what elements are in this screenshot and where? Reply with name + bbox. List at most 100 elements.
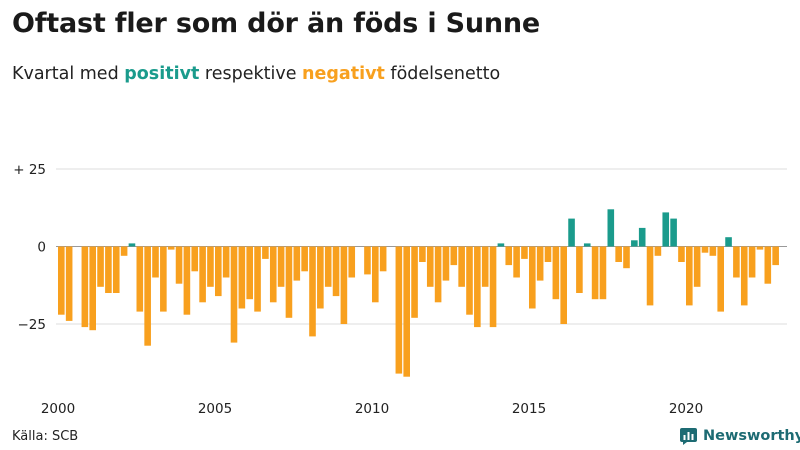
bar [317, 246, 324, 309]
newsworthy-logo-icon [680, 428, 697, 445]
chart-subtitle: Kvartal med positivt respektive negativt… [12, 64, 500, 84]
bar [301, 246, 308, 272]
bar [458, 246, 465, 287]
chart-title: Oftast fler som dör än föds i Sunne [12, 8, 540, 39]
subtitle-positive-label: positivt [124, 64, 200, 84]
bar [262, 246, 269, 259]
bar [246, 246, 253, 300]
bar [748, 246, 756, 278]
bar [591, 246, 599, 300]
subtitle-negative-label: negativt [302, 64, 385, 84]
bar [442, 246, 450, 281]
bar [466, 246, 473, 315]
bar [497, 243, 505, 247]
bar [489, 246, 497, 328]
bar [725, 237, 732, 247]
bar [434, 246, 442, 303]
bar [474, 246, 481, 328]
bar [560, 246, 567, 324]
bar [678, 246, 685, 262]
bar [395, 246, 403, 374]
bar [623, 246, 630, 269]
bar [277, 246, 285, 287]
bar [144, 246, 151, 346]
bar [772, 246, 779, 266]
bar [222, 246, 230, 278]
x-tick-label: 2020 [669, 401, 703, 417]
bar [576, 246, 583, 293]
bar [615, 246, 622, 262]
bar [426, 246, 434, 287]
bar [136, 246, 144, 312]
bar [183, 246, 191, 315]
bar [481, 246, 489, 287]
bar [529, 246, 536, 309]
bar [65, 246, 73, 321]
brand-name: Newsworthy [703, 428, 800, 444]
bar [285, 246, 293, 318]
bar [764, 246, 772, 284]
bar [81, 246, 89, 328]
bar [332, 246, 340, 297]
bar [152, 246, 159, 278]
bar [536, 246, 544, 281]
y-tick-label: + 25 [13, 162, 46, 178]
subtitle-prefix: Kvartal med [12, 64, 125, 84]
bar [175, 246, 183, 284]
bar [58, 246, 65, 315]
bar [97, 246, 104, 287]
bar [733, 246, 740, 278]
bar [207, 246, 214, 287]
y-tick-label: −25 [18, 317, 47, 333]
bar [324, 246, 332, 287]
bar [717, 246, 724, 312]
bar [348, 246, 356, 278]
bar [670, 218, 677, 247]
bar [269, 246, 277, 303]
bar [419, 246, 426, 262]
bar [505, 246, 513, 266]
bar [450, 246, 458, 266]
x-tick-label: 2010 [355, 401, 389, 417]
bar [372, 246, 379, 303]
bar [230, 246, 238, 343]
bar [89, 246, 96, 331]
bar [686, 246, 693, 306]
bar [599, 246, 607, 300]
bar [199, 246, 206, 303]
bar [646, 246, 654, 306]
bar [638, 227, 646, 247]
bar [662, 212, 670, 247]
brand-logo: Newsworthy [680, 427, 800, 445]
bar [693, 246, 701, 287]
bar [583, 243, 591, 247]
bar [709, 246, 717, 256]
bar [309, 246, 316, 337]
x-tick-label: 2015 [512, 401, 546, 417]
bar [340, 246, 348, 324]
bar [568, 218, 575, 247]
bar [120, 246, 128, 256]
bar [238, 246, 246, 309]
subtitle-suffix: födelsenetto [384, 64, 501, 84]
bar [167, 246, 175, 250]
bar [701, 246, 709, 253]
bar [105, 246, 112, 293]
x-tick-label: 2000 [41, 401, 75, 417]
bar [254, 246, 261, 312]
bar [740, 246, 748, 306]
source-note: Källa: SCB [12, 429, 79, 444]
bar [521, 246, 528, 259]
y-tick-label: 0 [37, 240, 46, 256]
bar [544, 246, 552, 262]
bar [411, 246, 418, 318]
bar [160, 246, 167, 312]
bar [403, 246, 410, 377]
bar [191, 246, 199, 272]
bar [552, 246, 560, 300]
bar [607, 209, 615, 247]
bar [215, 246, 222, 297]
bar [654, 246, 662, 256]
bar [293, 246, 301, 281]
